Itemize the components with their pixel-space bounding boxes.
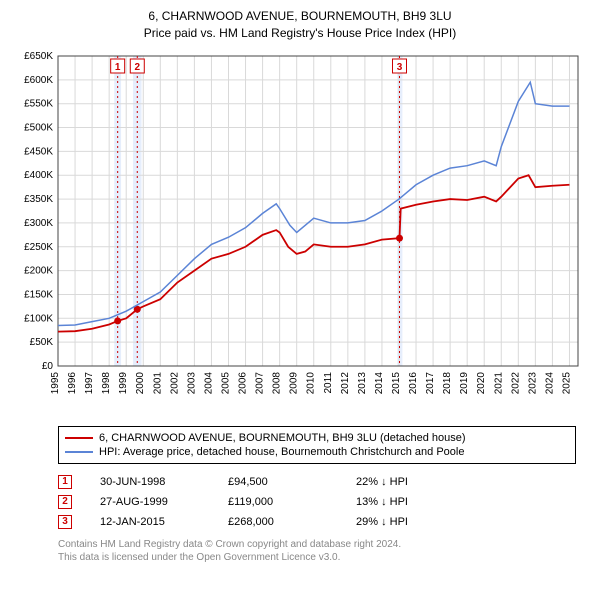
svg-text:3: 3 — [397, 62, 403, 73]
svg-text:2004: 2004 — [203, 371, 214, 394]
svg-text:1999: 1999 — [118, 371, 129, 394]
events-table: 1 30-JUN-1998 £94,500 22% ↓ HPI 2 27-AUG… — [58, 472, 576, 532]
svg-text:2018: 2018 — [442, 371, 453, 394]
svg-text:2024: 2024 — [544, 371, 555, 394]
event-price: £268,000 — [228, 516, 328, 528]
event-date: 12-JAN-2015 — [100, 516, 200, 528]
chart: £0 £50K £100K £150K £200K £250K £300K £350K £400… — [10, 48, 590, 418]
svg-text:1995: 1995 — [50, 371, 61, 394]
event-delta: 29% ↓ HPI — [356, 516, 408, 528]
svg-text:£400K: £400K — [24, 170, 53, 181]
svg-text:£500K: £500K — [24, 122, 53, 133]
svg-text:2007: 2007 — [255, 371, 266, 394]
event-row: 1 30-JUN-1998 £94,500 22% ↓ HPI — [58, 472, 576, 492]
svg-text:2012: 2012 — [340, 371, 351, 394]
svg-text:£50K: £50K — [30, 337, 54, 348]
svg-text:2014: 2014 — [374, 371, 385, 394]
svg-text:£100K: £100K — [24, 313, 53, 324]
svg-text:2: 2 — [134, 62, 140, 73]
footer: Contains HM Land Registry data © Crown c… — [58, 538, 576, 564]
svg-text:2013: 2013 — [357, 371, 368, 394]
svg-text:2003: 2003 — [186, 371, 197, 394]
svg-text:1998: 1998 — [101, 371, 112, 394]
event-price: £119,000 — [228, 496, 328, 508]
event-date: 27-AUG-1999 — [100, 496, 200, 508]
svg-text:2001: 2001 — [152, 371, 163, 394]
svg-text:£600K: £600K — [24, 74, 53, 85]
title-block: 6, CHARNWOOD AVENUE, BOURNEMOUTH, BH9 3L… — [10, 8, 590, 42]
svg-text:2021: 2021 — [493, 371, 504, 394]
footer-line2: This data is licensed under the Open Gov… — [58, 551, 576, 564]
event-date: 30-JUN-1998 — [100, 476, 200, 488]
legend-label: HPI: Average price, detached house, Bour… — [99, 446, 464, 458]
svg-text:£150K: £150K — [24, 289, 53, 300]
svg-text:2010: 2010 — [306, 371, 317, 394]
svg-text:2002: 2002 — [169, 371, 180, 394]
legend-row: 6, CHARNWOOD AVENUE, BOURNEMOUTH, BH9 3L… — [65, 431, 569, 445]
event-row: 3 12-JAN-2015 £268,000 29% ↓ HPI — [58, 512, 576, 532]
event-delta: 22% ↓ HPI — [356, 476, 408, 488]
event-marker: 3 — [58, 515, 72, 529]
event-price: £94,500 — [228, 476, 328, 488]
svg-text:2008: 2008 — [272, 371, 283, 394]
svg-text:1996: 1996 — [67, 371, 78, 394]
event-marker: 2 — [58, 495, 72, 509]
svg-text:2019: 2019 — [459, 371, 470, 394]
svg-text:£0: £0 — [42, 361, 54, 372]
svg-text:£300K: £300K — [24, 218, 53, 229]
title-line1: 6, CHARNWOOD AVENUE, BOURNEMOUTH, BH9 3L… — [10, 8, 590, 25]
svg-text:2005: 2005 — [220, 371, 231, 394]
svg-text:2023: 2023 — [527, 371, 538, 394]
title-line2: Price paid vs. HM Land Registry's House … — [10, 25, 590, 42]
svg-text:2020: 2020 — [476, 371, 487, 394]
legend: 6, CHARNWOOD AVENUE, BOURNEMOUTH, BH9 3L… — [58, 426, 576, 464]
chart-svg: £0 £50K £100K £150K £200K £250K £300K £350K £400… — [10, 48, 590, 418]
legend-swatch — [65, 451, 93, 453]
svg-text:2022: 2022 — [510, 371, 521, 394]
svg-text:£650K: £650K — [24, 51, 53, 62]
footer-line1: Contains HM Land Registry data © Crown c… — [58, 538, 576, 551]
svg-text:1: 1 — [115, 62, 121, 73]
svg-text:2011: 2011 — [323, 371, 334, 393]
event-delta: 13% ↓ HPI — [356, 496, 408, 508]
legend-row: HPI: Average price, detached house, Bour… — [65, 445, 569, 459]
svg-text:£550K: £550K — [24, 98, 53, 109]
legend-swatch — [65, 437, 93, 439]
svg-text:2006: 2006 — [238, 371, 249, 394]
svg-text:2025: 2025 — [561, 371, 572, 394]
svg-text:£350K: £350K — [24, 194, 53, 205]
svg-text:1997: 1997 — [84, 371, 95, 394]
event-marker: 1 — [58, 475, 72, 489]
event-row: 2 27-AUG-1999 £119,000 13% ↓ HPI — [58, 492, 576, 512]
svg-text:2016: 2016 — [408, 371, 419, 394]
svg-text:2015: 2015 — [391, 371, 402, 394]
svg-text:2000: 2000 — [135, 371, 146, 394]
legend-label: 6, CHARNWOOD AVENUE, BOURNEMOUTH, BH9 3L… — [99, 432, 466, 444]
svg-text:£200K: £200K — [24, 265, 53, 276]
chart-container: 6, CHARNWOOD AVENUE, BOURNEMOUTH, BH9 3L… — [0, 0, 600, 574]
svg-text:2017: 2017 — [425, 371, 436, 394]
svg-text:£450K: £450K — [24, 146, 53, 157]
svg-text:2009: 2009 — [289, 371, 300, 394]
svg-text:£250K: £250K — [24, 241, 53, 252]
